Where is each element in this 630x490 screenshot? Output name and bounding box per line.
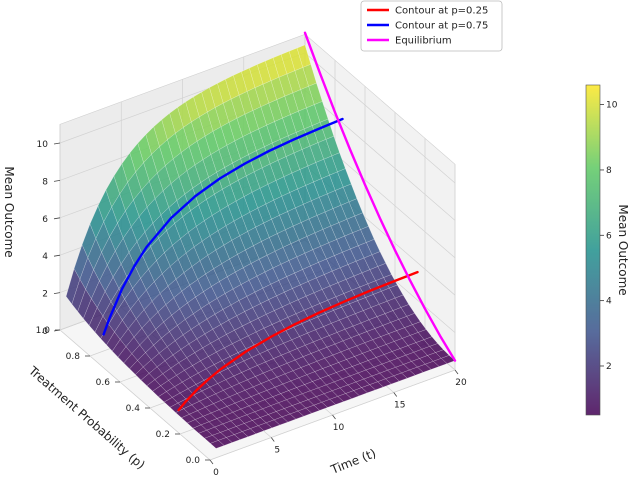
y-tick-label: 0.4 bbox=[126, 404, 141, 414]
x-tick-label: 10 bbox=[333, 423, 345, 433]
z-tick-label: 10 bbox=[37, 140, 49, 150]
z-tick-mark bbox=[53, 292, 61, 294]
z-axis-label: Mean Outcome bbox=[2, 166, 16, 257]
x-tick-mark bbox=[332, 414, 336, 420]
series-curves bbox=[102, 31, 457, 412]
x-tick-label: 20 bbox=[455, 378, 467, 388]
legend: Contour at p=0.25 Contour at p=0.75 Equili… bbox=[360, 0, 503, 52]
legend-label: Contour at p=0.75 bbox=[395, 21, 488, 32]
z-tick-mark bbox=[53, 180, 61, 182]
grid-line bbox=[59, 329, 211, 461]
x-tick-label: 5 bbox=[274, 446, 280, 456]
z-tick-label: 6 bbox=[42, 215, 48, 225]
x-axis-label: Time (t) bbox=[328, 446, 378, 477]
series-line-2 bbox=[303, 31, 457, 362]
series-line-1 bbox=[102, 117, 344, 336]
z-tick-mark bbox=[53, 142, 61, 145]
x-tick-mark bbox=[454, 369, 459, 375]
z-tick-mark bbox=[53, 329, 61, 332]
grid-line bbox=[304, 52, 456, 184]
x-tick-mark bbox=[393, 392, 398, 397]
z-tick-mark bbox=[53, 217, 61, 220]
y-tick-label: 0.2 bbox=[156, 430, 170, 440]
colorbar-tick-label: 2 bbox=[606, 362, 612, 372]
surface-patch bbox=[210, 440, 225, 449]
z-tick-label: 4 bbox=[42, 252, 48, 262]
colorbar-label: Mean Outcome bbox=[616, 204, 630, 295]
y-tick-label: 0.8 bbox=[66, 352, 81, 362]
colorbar-gradient bbox=[585, 84, 601, 416]
x-tick-mark bbox=[270, 437, 275, 442]
y-tick-label: 0.0 bbox=[186, 456, 201, 466]
colorbar-tick-label: 4 bbox=[606, 297, 612, 307]
colorbar-tick-label: 10 bbox=[606, 101, 618, 111]
z-tick-label: 0 bbox=[42, 327, 48, 337]
x-tick-label: 15 bbox=[394, 401, 405, 411]
legend-frame bbox=[360, 0, 503, 52]
z-tick-label: 8 bbox=[42, 177, 48, 187]
grid-line bbox=[304, 90, 456, 221]
y-tick-label: 0.6 bbox=[96, 378, 111, 388]
z-tick-mark bbox=[53, 254, 61, 257]
y-tick-label: 1.0 bbox=[36, 326, 51, 336]
x-tick-label: 0 bbox=[213, 468, 219, 478]
colorbar: 2 4 6 8 10 Mean Outcome bbox=[585, 84, 630, 416]
legend-label: Equilibrium bbox=[395, 36, 452, 47]
series-line-0 bbox=[177, 270, 419, 412]
colorbar-ticks: 2 4 6 8 10 bbox=[600, 101, 618, 372]
legend-label: Contour at p=0.25 bbox=[395, 6, 488, 17]
colorbar-tick-label: 8 bbox=[606, 166, 612, 176]
colorbar-tick-label: 6 bbox=[606, 231, 612, 241]
z-tick-label: 2 bbox=[42, 290, 48, 300]
x-tick-mark bbox=[209, 459, 214, 465]
outcome-surface bbox=[65, 44, 456, 449]
